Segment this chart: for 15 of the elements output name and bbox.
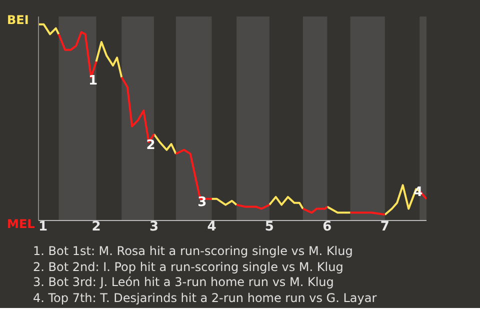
annotation: 1 [88,73,98,88]
text: MEL [7,216,35,233]
x-tick-label: 3 [149,220,158,234]
x-tick-label: 7 [380,220,390,234]
annotation: 2 [146,138,156,154]
text: BEI [7,12,29,29]
x-tick-label: 6 [322,220,332,234]
x-tick-label: 5 [264,220,274,234]
text: 1. Bot 1st: M. Rosa hit a run-scoring single vs M. Klug [33,244,354,260]
text: 3. Bot 3rd: J. León hit a 3-run home run vs M. Klug [33,275,335,290]
x-tick-label: 4 [207,220,216,234]
x-tick-label: 2 [92,220,101,234]
x-tick-label: 1 [38,220,48,234]
text: 4. Top 7th: T. Desjarinds hit a 2-run home run vs G. Layar [33,290,377,306]
text: 2. Bot 2nd: I. Pop hit a run-scoring single vs M. Klug [33,260,344,275]
